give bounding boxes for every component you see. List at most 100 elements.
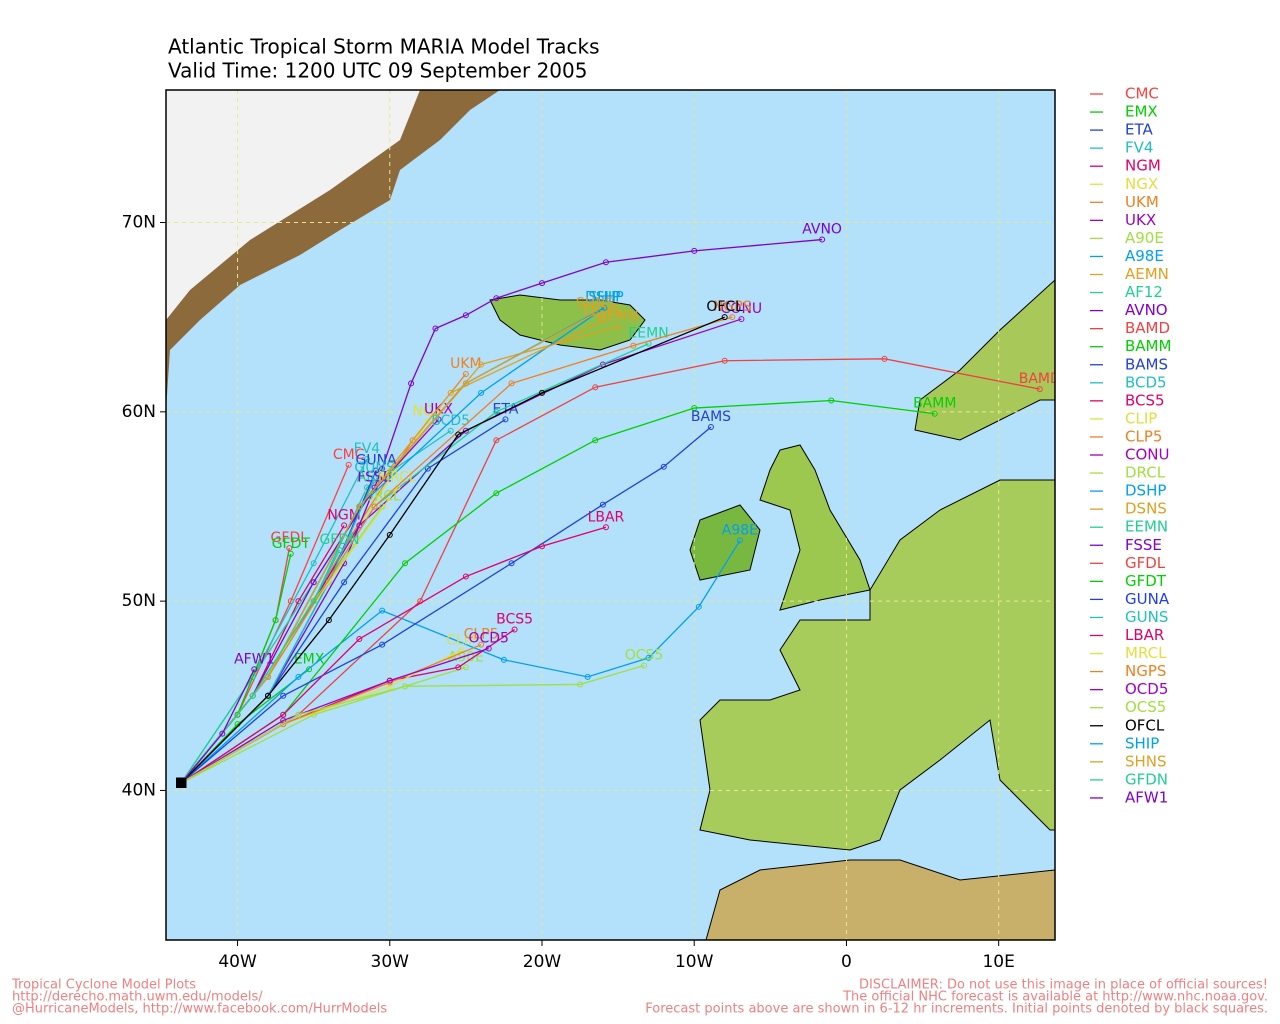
legend-label: CLP5	[1125, 427, 1162, 445]
legend-label: LBAR	[1125, 626, 1164, 644]
forecast-point	[306, 666, 313, 673]
forecast-point	[371, 475, 378, 482]
forecast-point	[592, 437, 599, 444]
forecast-point	[409, 437, 416, 444]
track	[180, 666, 467, 784]
track	[180, 238, 823, 784]
forecast-point	[249, 692, 256, 699]
initial-point	[176, 777, 187, 788]
track-label: AEMN	[598, 309, 639, 325]
forecast-point	[584, 673, 591, 680]
frame	[165, 89, 1056, 941]
x-tick-label: 20W	[523, 952, 562, 972]
forecast-point	[602, 524, 609, 531]
forecast-point	[691, 405, 698, 412]
forecast-point	[386, 531, 393, 538]
forecast-point	[599, 501, 606, 508]
legend-label: EMX	[1125, 103, 1158, 121]
forecast-point	[640, 662, 647, 669]
forecast-point	[424, 465, 431, 472]
track-label: OFCL	[706, 299, 743, 315]
track-label: NGPS	[713, 299, 752, 315]
annotations: 40W 30W 20W 10W 0 10E40N50N60N70NCMCEMXETAFV4…	[11, 85, 1268, 1017]
track-label: SHIP	[588, 290, 620, 306]
forecast-point	[435, 416, 442, 423]
forecast-point	[493, 437, 500, 444]
forecast-point	[295, 673, 302, 680]
track-label: OCS5	[625, 648, 664, 664]
track-label: LBAR	[588, 509, 625, 525]
track-label: EEMN	[628, 326, 668, 342]
forecast-point	[386, 677, 393, 684]
legend-label: BAMM	[1125, 337, 1171, 355]
track-label: SHNS	[576, 295, 615, 311]
track-label: BAMS	[691, 409, 731, 425]
track	[180, 526, 607, 784]
forecast-point	[432, 325, 439, 332]
forecast-point	[219, 730, 226, 737]
forecast-point	[502, 416, 509, 423]
forecast-point	[401, 560, 408, 567]
forecast-point	[310, 560, 317, 567]
track-label: EMX	[294, 651, 325, 667]
forecast-point	[615, 323, 622, 330]
track	[180, 426, 712, 784]
track-label: AVNO	[802, 222, 842, 238]
track	[180, 399, 935, 784]
forecast-point	[462, 312, 469, 319]
forecast-point	[371, 484, 378, 491]
track-label: OCD5	[468, 630, 508, 646]
europe	[699, 479, 1055, 851]
forecast-point	[577, 681, 584, 688]
y-tick-label: 40N	[122, 780, 156, 800]
track	[180, 316, 725, 784]
legend-label: DSHP	[1125, 482, 1166, 500]
legend-label: GFDT	[1125, 572, 1167, 590]
footer-left: Tropical Cyclone Model Plots	[11, 978, 196, 993]
legend-label: CMC	[1125, 85, 1159, 103]
legend-label: AFW1	[1125, 788, 1168, 806]
footer-right: Forecast points above are shown in 6-12 …	[645, 1002, 1268, 1017]
forecast-point	[264, 692, 271, 699]
track-label: A98E	[722, 523, 758, 539]
x-tick-label: 10E	[982, 952, 1014, 972]
forecast-point	[280, 692, 287, 699]
forecast-point	[295, 711, 302, 718]
track	[180, 358, 1040, 784]
forecast-point	[379, 641, 386, 648]
forecast-point	[287, 550, 294, 557]
forecast-point	[721, 357, 728, 364]
africa	[705, 859, 1055, 940]
track-label: GUNS	[354, 460, 395, 476]
legend-label: BCD5	[1125, 373, 1167, 391]
legend-label: FV4	[1125, 139, 1153, 157]
forecast-point	[630, 342, 637, 349]
track-label: GFDN	[319, 532, 359, 548]
forecast-point	[508, 380, 515, 387]
forecast-point	[286, 545, 293, 552]
chart-subtitle: Valid Time: 1200 UTC 09 September 2005	[168, 59, 587, 83]
forecast-point	[819, 236, 826, 243]
legend-label: NGX	[1125, 175, 1158, 193]
forecast-point	[478, 641, 485, 648]
legend-label: GFDN	[1125, 770, 1168, 788]
legend-label: AVNO	[1125, 301, 1168, 319]
track-label: FV4	[354, 441, 381, 457]
forecast-point	[707, 423, 714, 430]
track-label: AFW1	[234, 651, 274, 667]
x-tick-label: 10W	[675, 952, 714, 972]
forecast-point	[721, 314, 728, 321]
forecast-point	[371, 503, 378, 510]
track-label: CONU	[721, 301, 763, 317]
forecast-point	[602, 259, 609, 266]
footer-right: The official NHC forecast is available a…	[842, 990, 1268, 1005]
chart-title: Atlantic Tropical Storm MARIA Model Trac…	[168, 35, 600, 59]
forecast-point	[493, 408, 500, 415]
forecast-point	[280, 721, 287, 728]
legend-label: DSNS	[1125, 500, 1167, 518]
forecast-point	[645, 654, 652, 661]
forecast-point	[356, 635, 363, 642]
forecast-point	[455, 431, 462, 438]
track-label: BAMD	[1019, 371, 1061, 387]
forecast-point	[272, 617, 279, 624]
